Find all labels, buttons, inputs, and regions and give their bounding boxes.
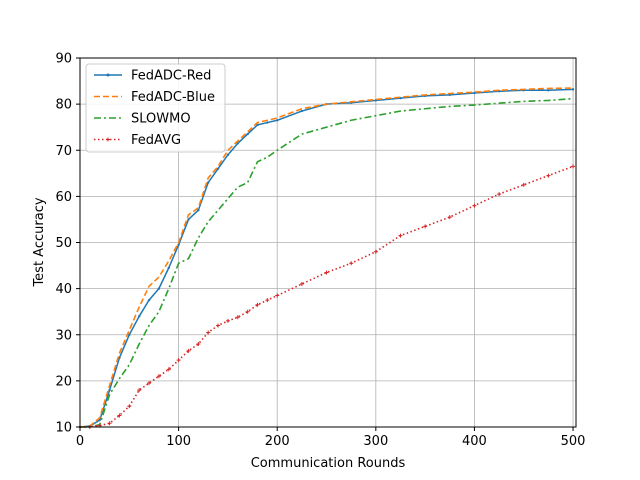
data-point xyxy=(547,89,550,92)
series-lines xyxy=(78,87,576,429)
x-tick-label: 200 xyxy=(265,434,290,449)
y-axis: 10 20 30 40 50 60 70 80 90 xyxy=(55,52,80,436)
x-tick-label: 400 xyxy=(462,434,487,449)
data-point xyxy=(236,142,239,145)
x-tick-label: 100 xyxy=(166,434,191,449)
data-point xyxy=(275,293,280,298)
data-point xyxy=(398,233,403,238)
data-point xyxy=(299,282,304,287)
y-axis-label: Test Accuracy xyxy=(32,197,47,287)
data-point xyxy=(166,367,171,372)
data-point xyxy=(216,323,221,328)
series-line-fedavg xyxy=(80,165,574,428)
data-point xyxy=(196,341,201,346)
legend-label: SLOWMO xyxy=(131,112,191,127)
x-tick-label: 0 xyxy=(76,434,84,449)
data-point xyxy=(197,209,200,212)
data-point xyxy=(206,181,210,184)
data-point xyxy=(423,224,428,229)
data-point xyxy=(108,388,111,392)
data-point xyxy=(216,167,220,170)
data-point xyxy=(497,192,502,197)
data-point xyxy=(177,243,180,247)
y-tick-label: 70 xyxy=(55,144,72,159)
data-point xyxy=(147,298,151,302)
legend-marker xyxy=(106,137,110,142)
data-point xyxy=(276,119,279,122)
data-point xyxy=(373,249,378,254)
y-tick-label: 10 xyxy=(55,421,72,436)
data-point xyxy=(349,261,354,266)
data-point xyxy=(571,88,575,91)
data-point xyxy=(137,315,141,318)
data-point xyxy=(157,287,161,290)
x-axis-label: Communication Rounds xyxy=(251,456,406,471)
data-point xyxy=(521,182,526,187)
series-line-fedadc-blue xyxy=(79,87,574,428)
data-point xyxy=(187,218,190,221)
y-tick-label: 20 xyxy=(55,374,72,389)
legend-label: FedAVG xyxy=(131,133,181,148)
legend: FedADC-Red FedADC-Blue SLOWMO FedAVG xyxy=(85,63,226,153)
data-point xyxy=(156,374,161,379)
data-point xyxy=(546,173,551,178)
data-point xyxy=(137,388,142,393)
data-point xyxy=(206,330,211,335)
data-point xyxy=(256,123,259,127)
legend-label: FedADC-Red xyxy=(131,69,211,84)
data-point xyxy=(447,215,452,220)
data-point xyxy=(176,358,181,363)
data-point xyxy=(107,421,112,426)
data-point xyxy=(98,418,101,422)
data-point xyxy=(324,270,329,275)
y-tick-label: 40 xyxy=(55,282,72,297)
data-point xyxy=(266,121,269,124)
y-tick-label: 60 xyxy=(55,190,72,205)
x-tick-label: 300 xyxy=(363,434,388,449)
x-axis: 0 100 200 300 400 500 xyxy=(76,427,586,449)
data-point xyxy=(255,302,260,307)
data-point xyxy=(226,153,230,157)
y-tick-label: 50 xyxy=(55,236,72,251)
data-point xyxy=(246,132,249,136)
data-point xyxy=(147,381,152,386)
legend-label: FedADC-Blue xyxy=(131,90,215,105)
data-point xyxy=(571,164,576,169)
data-point xyxy=(117,413,122,418)
data-point xyxy=(186,348,191,353)
data-point xyxy=(300,109,304,113)
data-point xyxy=(265,298,270,303)
y-tick-label: 80 xyxy=(55,98,72,113)
legend-box xyxy=(85,63,226,153)
data-point xyxy=(235,315,240,320)
data-point xyxy=(225,318,230,323)
data-point xyxy=(128,333,131,336)
series-line-slowmo xyxy=(80,97,574,428)
y-tick-label: 30 xyxy=(55,328,72,343)
data-point xyxy=(167,266,170,270)
data-point xyxy=(472,203,477,208)
y-tick-label: 90 xyxy=(55,52,72,67)
legend-marker xyxy=(106,73,110,77)
data-point xyxy=(127,404,132,409)
data-point xyxy=(245,309,250,314)
x-tick-label: 500 xyxy=(561,434,586,449)
